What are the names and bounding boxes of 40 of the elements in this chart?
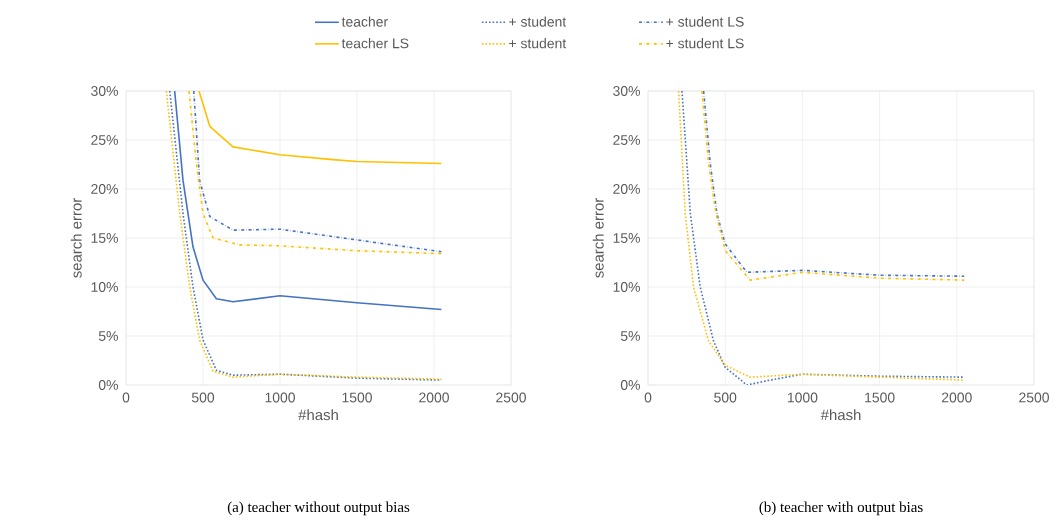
line-series [173, 91, 443, 311]
y-tick-label: 30% [91, 86, 118, 96]
y-tick-label: 5% [98, 331, 118, 341]
y-axis-title: search error [70, 198, 82, 278]
x-tick-label: 0 [122, 392, 130, 403]
y-tick-label: 5% [620, 331, 640, 341]
x-tick-label: 2000 [942, 392, 972, 403]
legend-label: teacher [341, 16, 388, 27]
x-tick-label: 2500 [1019, 392, 1049, 403]
legend-label: + student [509, 38, 567, 49]
y-tick-label: 0% [620, 380, 640, 390]
x-tick-label: 500 [191, 392, 215, 403]
x-tick-label: 0 [644, 392, 652, 403]
x-axis-title: #hash [298, 409, 338, 421]
x-tick-label: 500 [714, 392, 737, 403]
line-series [198, 91, 443, 165]
x-tick-label: 2000 [419, 392, 449, 403]
y-tick-label: 25% [91, 135, 118, 145]
y-tick-label: 0% [98, 380, 118, 390]
x-tick-label: 1500 [865, 392, 895, 403]
x-axis-title: #hash [820, 409, 861, 421]
y-tick-label: 20% [91, 184, 118, 194]
y-axis-title: search error [592, 198, 604, 278]
y-tick-label: 20% [613, 184, 640, 194]
y-tick-label: 25% [613, 135, 640, 145]
x-tick-label: 1500 [342, 392, 372, 403]
x-tick-label: 1000 [787, 392, 818, 403]
y-tick-label: 10% [91, 282, 118, 292]
y-tick-label: 15% [613, 233, 640, 243]
legend-label: + student LS [666, 38, 744, 49]
x-tick-label: 1000 [265, 392, 295, 403]
legend-label: teacher LS [341, 38, 409, 49]
text: (b) teacher with output bias [759, 501, 923, 516]
y-tick-label: 30% [613, 86, 640, 96]
y-tick-label: 10% [613, 282, 640, 292]
legend-label: + student LS [666, 16, 744, 27]
y-tick-label: 15% [91, 233, 118, 243]
x-tick-label: 2500 [496, 392, 526, 403]
legend-label: + student [509, 16, 567, 27]
text: (a) teacher without output bias [227, 501, 410, 516]
